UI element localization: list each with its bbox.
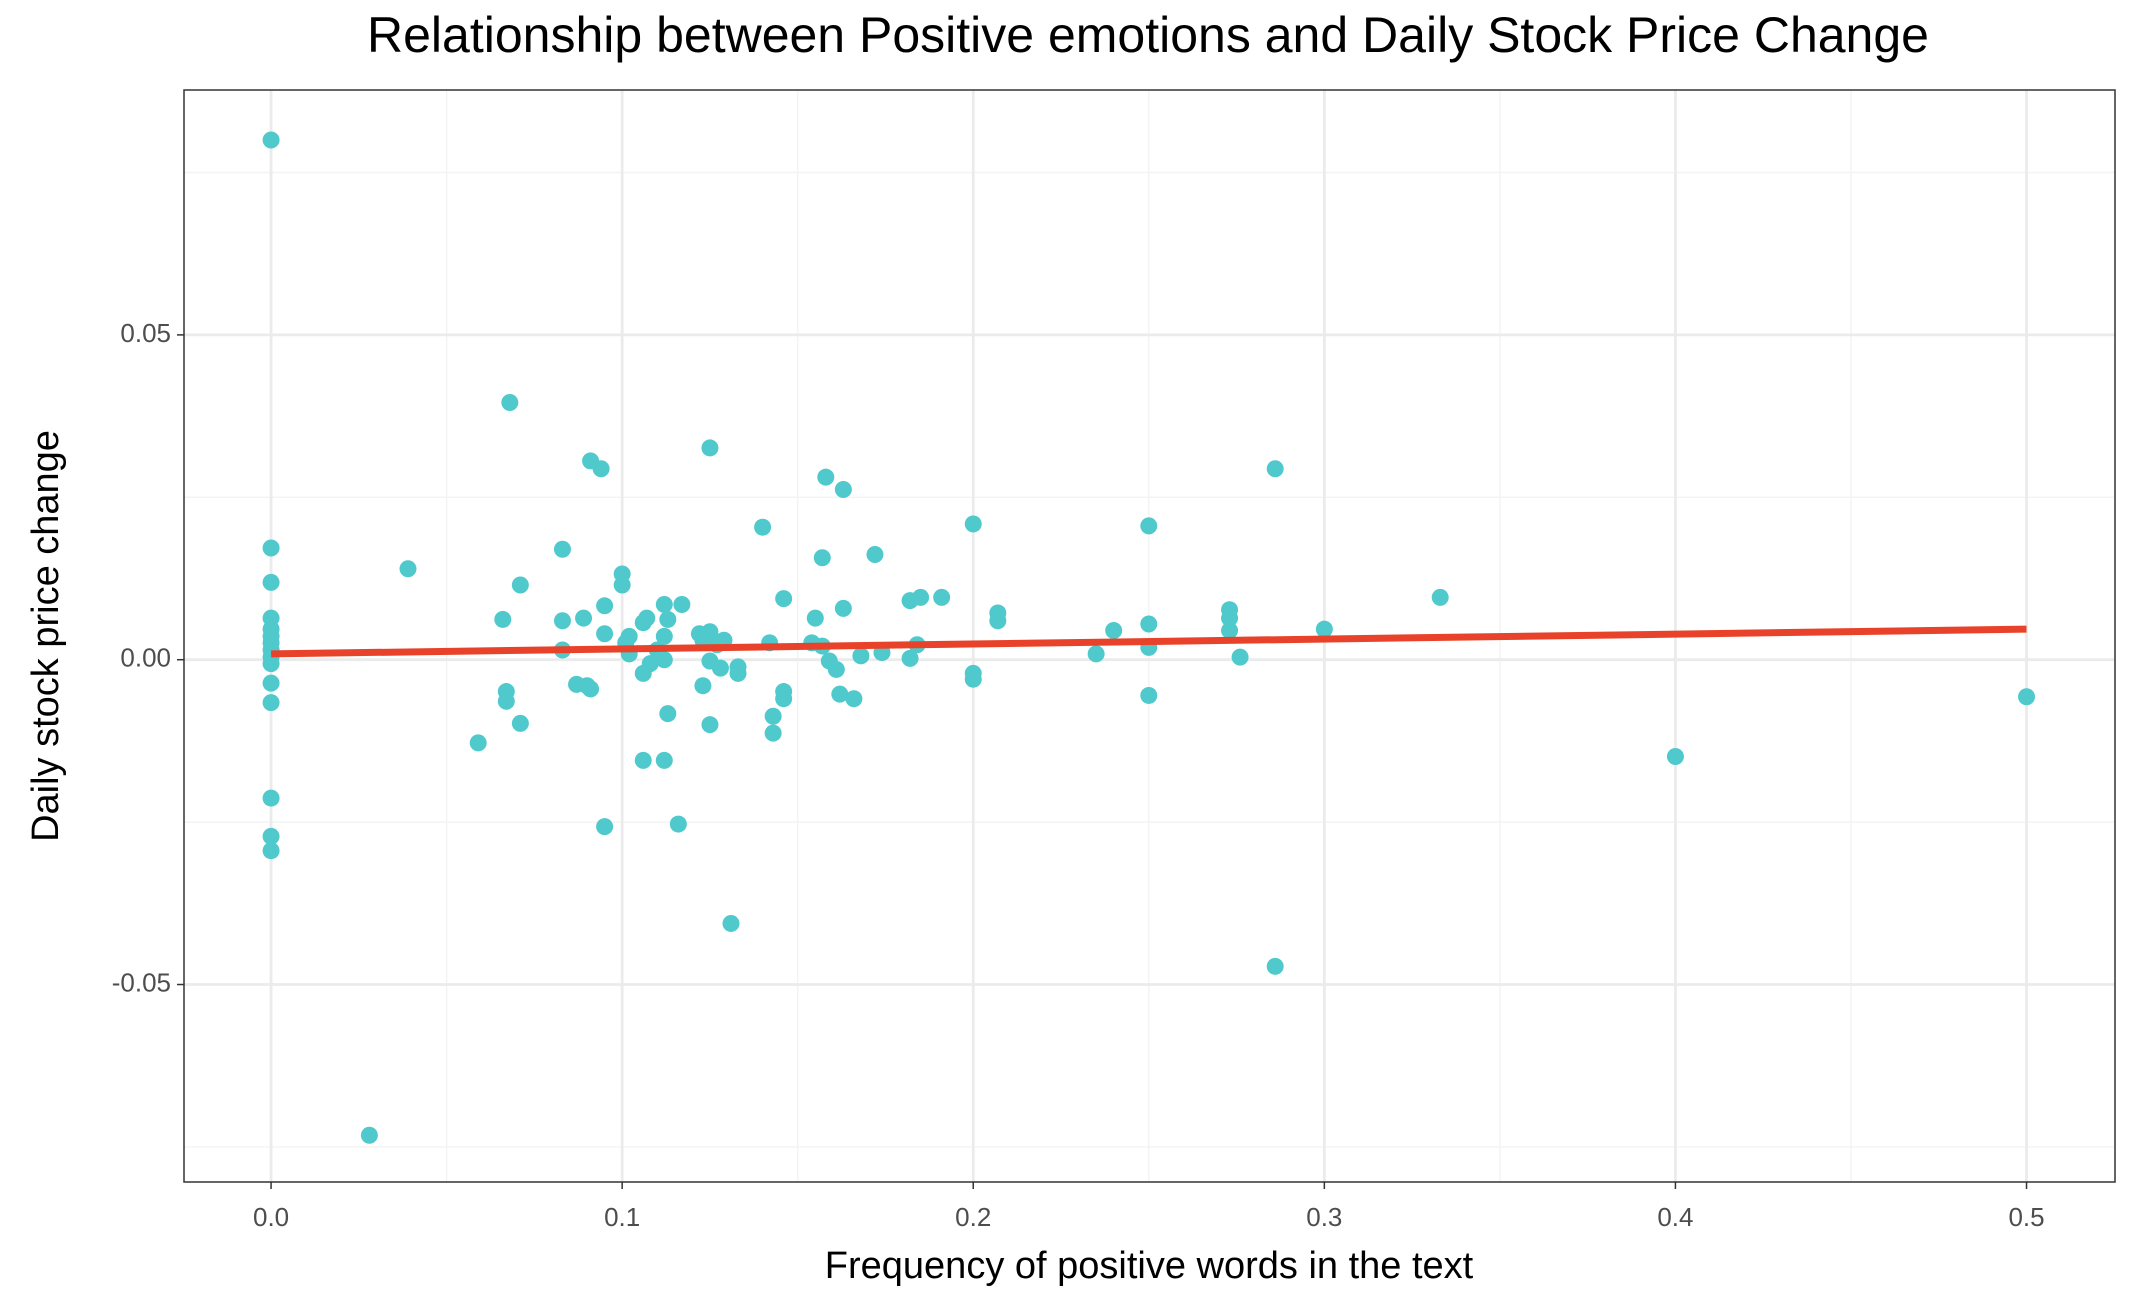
point: [553, 612, 571, 630]
point: [1105, 621, 1123, 639]
point: [596, 625, 614, 643]
point: [866, 545, 884, 563]
point: [673, 595, 691, 613]
point: [655, 751, 673, 769]
point: [669, 815, 687, 833]
point: [592, 460, 610, 478]
point: [901, 649, 919, 667]
point: [1221, 609, 1239, 627]
point: [1140, 686, 1158, 704]
point: [764, 724, 782, 742]
point: [262, 789, 280, 807]
point: [638, 609, 656, 627]
point: [262, 674, 280, 692]
point: [989, 612, 1007, 630]
point: [964, 515, 982, 533]
point: [655, 627, 673, 645]
point: [701, 623, 719, 641]
point: [933, 588, 951, 606]
point: [1231, 648, 1249, 666]
point: [262, 655, 280, 673]
point: [701, 716, 719, 734]
point: [711, 659, 729, 677]
point: [1140, 615, 1158, 633]
point: [813, 549, 831, 567]
y-axis-title: Daily stock price change: [25, 430, 67, 842]
point: [634, 751, 652, 769]
x-tick-label: 0.1: [604, 1202, 640, 1232]
point: [1087, 645, 1105, 663]
x-tick-label: 0.0: [253, 1202, 289, 1232]
point: [553, 540, 571, 558]
point: [817, 468, 835, 486]
point: [1666, 748, 1684, 766]
point: [1221, 621, 1239, 639]
x-tick-label: 0.5: [2008, 1202, 2044, 1232]
point: [775, 590, 793, 608]
point: [2018, 688, 2036, 706]
point: [831, 685, 849, 703]
point: [613, 576, 631, 594]
point: [852, 647, 870, 665]
point: [1315, 620, 1333, 638]
point: [834, 599, 852, 617]
point: [511, 714, 529, 732]
point: [729, 664, 747, 682]
x-tick-label: 0.2: [955, 1202, 991, 1232]
point: [596, 818, 614, 836]
point: [912, 588, 930, 606]
point: [655, 651, 673, 669]
point: [262, 827, 280, 845]
point: [694, 677, 712, 695]
point: [845, 690, 863, 708]
x-tick-label: 0.4: [1657, 1202, 1693, 1232]
point: [834, 481, 852, 499]
point: [806, 609, 824, 627]
point: [1431, 588, 1449, 606]
point: [262, 131, 280, 149]
point: [497, 692, 515, 710]
point: [1266, 957, 1284, 975]
point: [494, 610, 512, 628]
point: [827, 660, 845, 678]
point: [1266, 460, 1284, 478]
point: [754, 518, 772, 536]
point: [1140, 517, 1158, 535]
trend-line: [271, 625, 2027, 658]
point: [620, 627, 638, 645]
point: [722, 914, 740, 932]
panel-border: [183, 89, 2116, 1183]
point: [360, 1126, 378, 1144]
point: [641, 655, 659, 673]
point: [262, 573, 280, 591]
point: [775, 690, 793, 708]
y-tick-label: 0.00: [120, 643, 171, 673]
point: [964, 670, 982, 688]
chart-title: Relationship between Positive emotions a…: [367, 7, 1929, 63]
point: [701, 439, 719, 457]
point: [655, 595, 673, 613]
point: [262, 694, 280, 712]
point: [764, 707, 782, 725]
x-tick-label: 0.3: [1306, 1202, 1342, 1232]
point: [399, 560, 417, 578]
point: [262, 842, 280, 860]
point: [582, 680, 600, 698]
point: [659, 610, 677, 628]
point: [511, 576, 529, 594]
point: [659, 705, 677, 723]
point: [469, 734, 487, 752]
y-tick-label: -0.05: [112, 967, 171, 997]
point: [262, 539, 280, 557]
point: [596, 597, 614, 615]
x-axis-title: Frequency of positive words in the text: [825, 1245, 1474, 1287]
y-tick-label: 0.05: [120, 318, 171, 348]
point: [575, 609, 593, 627]
point: [501, 393, 519, 411]
